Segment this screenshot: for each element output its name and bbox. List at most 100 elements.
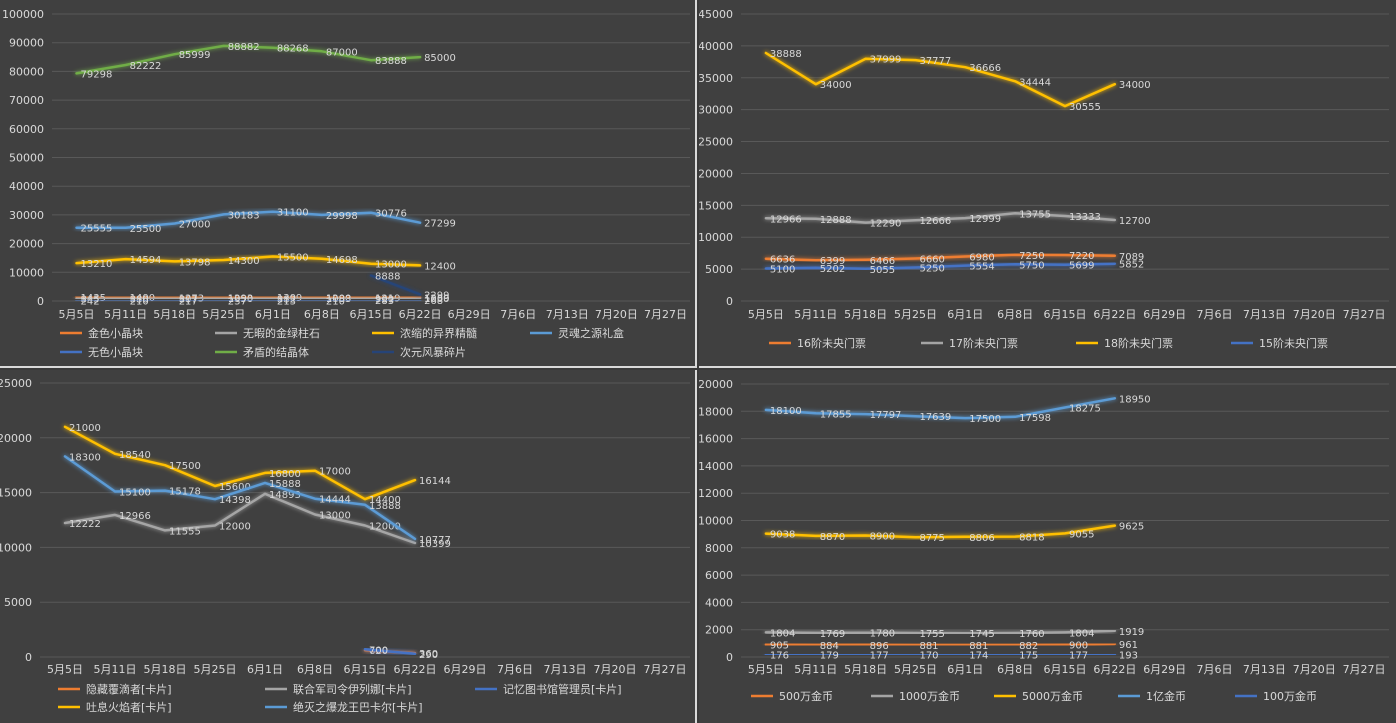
data-label: 1000 bbox=[424, 294, 449, 305]
data-label: 25555 bbox=[81, 224, 113, 235]
legend-label: 500万金币 bbox=[779, 689, 833, 703]
data-label: 13798 bbox=[179, 257, 211, 268]
series-line-2 bbox=[363, 648, 417, 656]
data-label: 87000 bbox=[326, 47, 358, 58]
data-label: 13000 bbox=[319, 511, 351, 522]
data-label: 8775 bbox=[919, 533, 944, 544]
chart-panel-gold: 0 2000 4000 6000 8000 10000 12000 14000 16000 180… bbox=[699, 370, 1396, 723]
x-tick-label: 6月15日 bbox=[344, 663, 387, 676]
x-tick-label: 7月27日 bbox=[644, 663, 687, 676]
data-label: 5750 bbox=[1019, 260, 1044, 271]
y-tick-label: 40000 bbox=[9, 180, 44, 193]
y-tick-label: 80000 bbox=[9, 65, 44, 78]
x-tick-label: 5月18日 bbox=[844, 308, 887, 321]
data-label: 16800 bbox=[269, 469, 301, 480]
y-tick-label: 10000 bbox=[699, 231, 733, 244]
x-tick-label: 6月8日 bbox=[997, 663, 1033, 676]
legend-label: 隐藏覆滴者[卡片] bbox=[86, 682, 172, 696]
data-label: 8818 bbox=[1019, 533, 1044, 544]
x-tick-label: 7月27日 bbox=[1343, 663, 1386, 676]
x-tick-label: 5月5日 bbox=[748, 663, 784, 676]
data-label: 7220 bbox=[1069, 251, 1094, 262]
data-label: 16144 bbox=[419, 476, 451, 487]
data-label: 13755 bbox=[1019, 209, 1051, 220]
data-label: 31100 bbox=[277, 208, 309, 219]
data-label: 8900 bbox=[870, 532, 895, 543]
x-tick-label: 5月18日 bbox=[844, 663, 887, 676]
y-tick-label: 18000 bbox=[699, 405, 733, 418]
data-label: 1745 bbox=[969, 629, 994, 640]
data-label: 15100 bbox=[119, 488, 151, 499]
chart-panel-tickets: 0 5000 10000 15000 20000 25000 30000 35000 40000… bbox=[699, 0, 1396, 368]
data-label: 17500 bbox=[969, 414, 1001, 425]
data-label: 360 bbox=[419, 649, 438, 660]
data-label: 25500 bbox=[130, 224, 162, 235]
x-tick-label: 7月20日 bbox=[595, 308, 638, 321]
data-label: 15500 bbox=[277, 253, 309, 264]
data-label: 17855 bbox=[820, 409, 852, 420]
legend-label: 18阶未央门票 bbox=[1104, 336, 1173, 350]
data-label: 12000 bbox=[219, 521, 251, 532]
data-label: 1769 bbox=[820, 629, 845, 640]
legend-label: 无色小晶块 bbox=[88, 345, 143, 359]
data-label: 268 bbox=[424, 296, 443, 307]
data-label: 14698 bbox=[326, 255, 358, 266]
data-label: 237 bbox=[228, 296, 247, 307]
x-tick-label: 6月22日 bbox=[394, 663, 437, 676]
data-label: 13000 bbox=[375, 260, 407, 271]
data-label: 37999 bbox=[870, 55, 902, 66]
chart-panel-cards: 0 5000 10000 15000 20000 25000 5月5日 5月11日 5月18日 5… bbox=[0, 370, 697, 723]
x-tick-label: 6月1日 bbox=[255, 308, 291, 321]
data-label: 12666 bbox=[919, 216, 951, 227]
series-line-4 bbox=[63, 455, 417, 541]
x-tick-label: 7月6日 bbox=[500, 308, 536, 321]
y-tick-label: 15000 bbox=[699, 199, 733, 212]
x-tick-label: 5月25日 bbox=[194, 663, 237, 676]
data-label: 14398 bbox=[219, 495, 251, 506]
data-label: 170 bbox=[919, 651, 938, 662]
x-tick-label: 6月29日 bbox=[1143, 308, 1186, 321]
series-line-2 bbox=[75, 255, 422, 267]
line-chart-2: 0 5000 10000 15000 20000 25000 5月5日 5月11日 5月18日 5… bbox=[0, 377, 690, 714]
data-label: 290 bbox=[419, 650, 438, 661]
y-tick-label: 30000 bbox=[699, 104, 733, 117]
data-label: 5554 bbox=[969, 262, 994, 273]
x-tick-label: 5月11日 bbox=[104, 308, 147, 321]
y-tick-label: 14000 bbox=[699, 460, 733, 473]
legend-label: 100万金币 bbox=[1263, 689, 1317, 703]
y-tick-label: 10000 bbox=[0, 541, 32, 554]
x-tick-label: 6月8日 bbox=[304, 308, 340, 321]
series-line-2 bbox=[764, 51, 1117, 108]
legend-label: 记忆图书馆管理员[卡片] bbox=[503, 682, 622, 696]
legend-label: 矛盾的结晶体 bbox=[243, 345, 309, 359]
x-tick-label: 5月5日 bbox=[748, 308, 784, 321]
data-label: 12290 bbox=[870, 219, 902, 230]
data-label: 882 bbox=[1019, 641, 1038, 652]
data-label: 30776 bbox=[375, 209, 407, 220]
series-line-3 bbox=[764, 397, 1117, 420]
data-label: 12400 bbox=[424, 261, 456, 272]
x-tick-label: 6月29日 bbox=[444, 663, 487, 676]
y-tick-label: 8000 bbox=[705, 542, 733, 555]
y-tick-label: 0 bbox=[726, 295, 733, 308]
x-tick-label: 6月15日 bbox=[350, 308, 393, 321]
data-label: 27000 bbox=[179, 220, 211, 231]
data-label: 8888 bbox=[375, 271, 400, 282]
legend-label: 17阶未央门票 bbox=[949, 336, 1018, 350]
data-label: 242 bbox=[81, 296, 100, 307]
series-line-0 bbox=[764, 642, 1117, 647]
data-label: 34000 bbox=[820, 80, 852, 91]
x-tick-label: 7月6日 bbox=[1197, 663, 1233, 676]
line-chart-1: 0 5000 10000 15000 20000 25000 30000 35000 40000… bbox=[699, 8, 1389, 350]
data-label: 27299 bbox=[424, 219, 456, 230]
x-tick-label: 7月13日 bbox=[546, 308, 589, 321]
data-label: 6660 bbox=[919, 255, 944, 266]
y-tick-label: 6000 bbox=[705, 569, 733, 582]
y-tick-label: 45000 bbox=[699, 8, 733, 21]
data-label: 14444 bbox=[319, 495, 351, 506]
y-tick-label: 5000 bbox=[705, 263, 733, 276]
data-label: 12888 bbox=[820, 215, 852, 226]
data-label: 12966 bbox=[770, 214, 802, 225]
series-line-1 bbox=[764, 629, 1117, 635]
data-label: 18275 bbox=[1069, 404, 1101, 415]
